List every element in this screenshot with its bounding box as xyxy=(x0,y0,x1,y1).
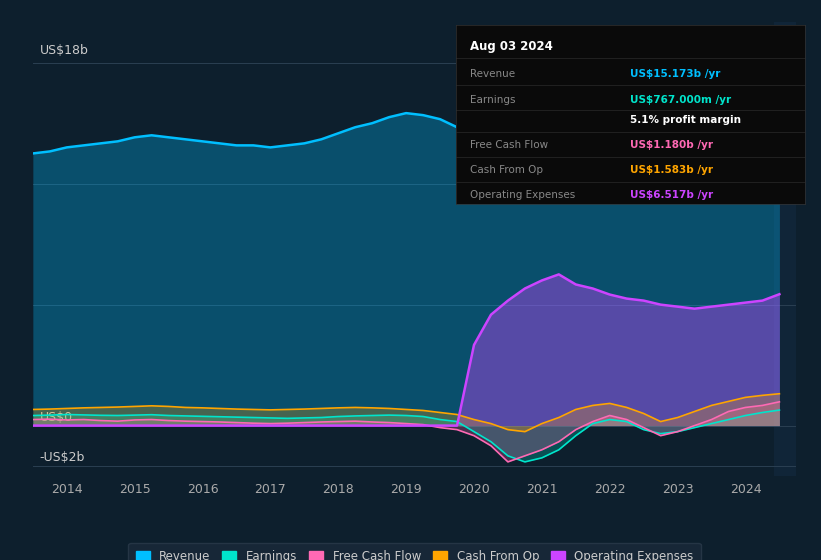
Bar xyxy=(774,22,796,476)
Text: US$0: US$0 xyxy=(39,410,73,423)
Text: -US$2b: -US$2b xyxy=(39,451,85,464)
Text: US$767.000m /yr: US$767.000m /yr xyxy=(631,95,732,105)
Text: US$18b: US$18b xyxy=(39,44,89,57)
Text: 5.1% profit margin: 5.1% profit margin xyxy=(631,115,741,125)
Legend: Revenue, Earnings, Free Cash Flow, Cash From Op, Operating Expenses: Revenue, Earnings, Free Cash Flow, Cash … xyxy=(128,543,701,560)
Text: US$1.180b /yr: US$1.180b /yr xyxy=(631,140,713,150)
Text: US$6.517b /yr: US$6.517b /yr xyxy=(631,190,713,200)
Text: US$15.173b /yr: US$15.173b /yr xyxy=(631,68,721,78)
Text: Operating Expenses: Operating Expenses xyxy=(470,190,575,200)
Text: Free Cash Flow: Free Cash Flow xyxy=(470,140,548,150)
Text: Aug 03 2024: Aug 03 2024 xyxy=(470,40,553,53)
Text: US$1.583b /yr: US$1.583b /yr xyxy=(631,165,713,175)
Text: Earnings: Earnings xyxy=(470,95,515,105)
Text: Revenue: Revenue xyxy=(470,68,515,78)
Text: Cash From Op: Cash From Op xyxy=(470,165,543,175)
